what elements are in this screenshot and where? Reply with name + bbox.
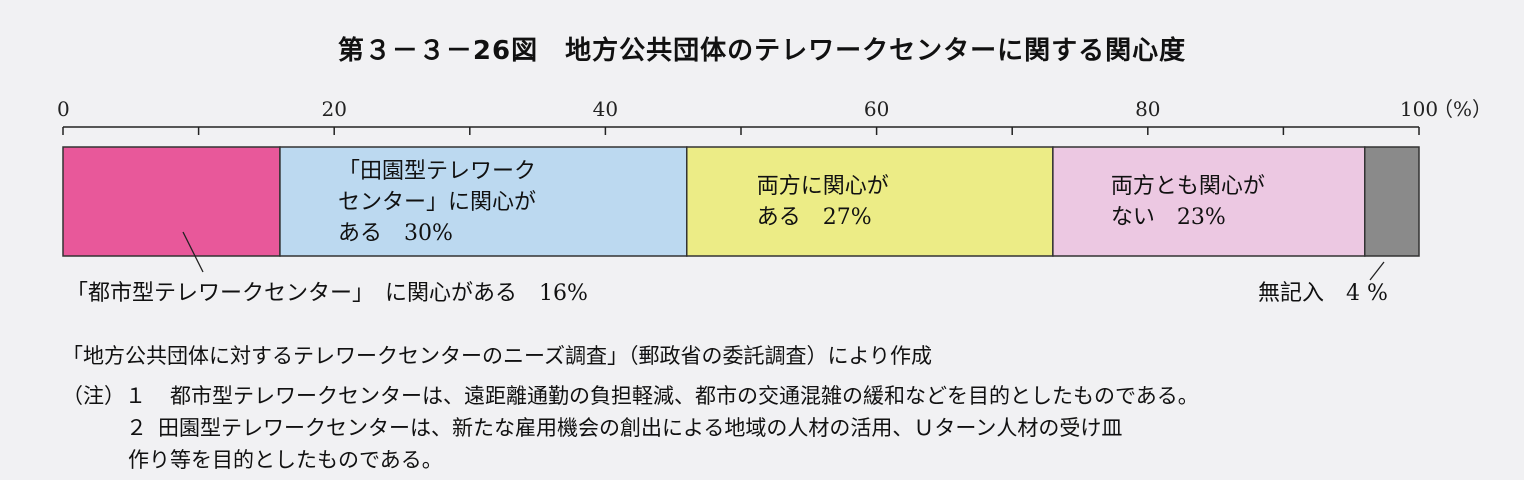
x-tick-label: 0 [57,97,70,121]
x-axis-unit: （%） [1433,97,1492,121]
bar-segment [686,146,1054,257]
data-label-outside: 「都市型テレワークセンター」 に関心がある 16% [66,281,588,306]
stacked-bar-chart: 0 20 40 60 80 100（%） 「田園型テレワークセンター」に関心がある 30%… [57,97,1492,306]
x-tick-label: 100 [1400,97,1438,121]
note-2-number: ２ [126,416,147,440]
data-label-outside: 無記入 4 % [1258,281,1388,306]
data-labels: 「田園型テレワークセンター」に関心がある 30% 両方に関心がある 27% 両方とも… [66,159,1388,306]
bar-segment [1052,146,1366,257]
x-tick-label: 20 [321,97,346,121]
leader-line [182,231,204,273]
leader-line [1369,261,1385,281]
data-label-inside: 「田園型テレワークセンター」に関心がある 30% [338,159,536,246]
x-axis: 0 20 40 60 80 100（%） [57,97,1492,135]
x-tick-label: 40 [593,97,618,121]
x-tick-label: 60 [864,97,889,121]
bar-segment [279,146,688,257]
x-tick-label: 80 [1135,97,1160,121]
data-label-inside: 両方に関心がある 27% [757,174,889,230]
source-note: 「地方公共団体に対するテレワークセンターのニーズ調査」（郵政省の委託調査）により… [62,344,933,368]
data-label-inside: 両方とも関心がない 23% [1111,174,1265,230]
note-2: 田園型テレワークセンターは、新たな雇用機会の創出による地域の人材の活用、Ｕターン… [158,416,1123,440]
note-2-continued: 作り等を目的としたものである。 [128,448,443,472]
note-prefix: （注）１ [62,384,146,408]
bar-segment [62,146,281,257]
bar-segment [1364,146,1420,257]
bar-segments [62,146,1420,257]
note-1: 都市型テレワークセンターは、遠距離通勤の負担軽減、都市の交通混雑の緩和などを目的… [170,384,1199,408]
chart-title: 第３－３－26図 地方公共団体のテレワークセンターに関する関心度 [337,36,1187,66]
